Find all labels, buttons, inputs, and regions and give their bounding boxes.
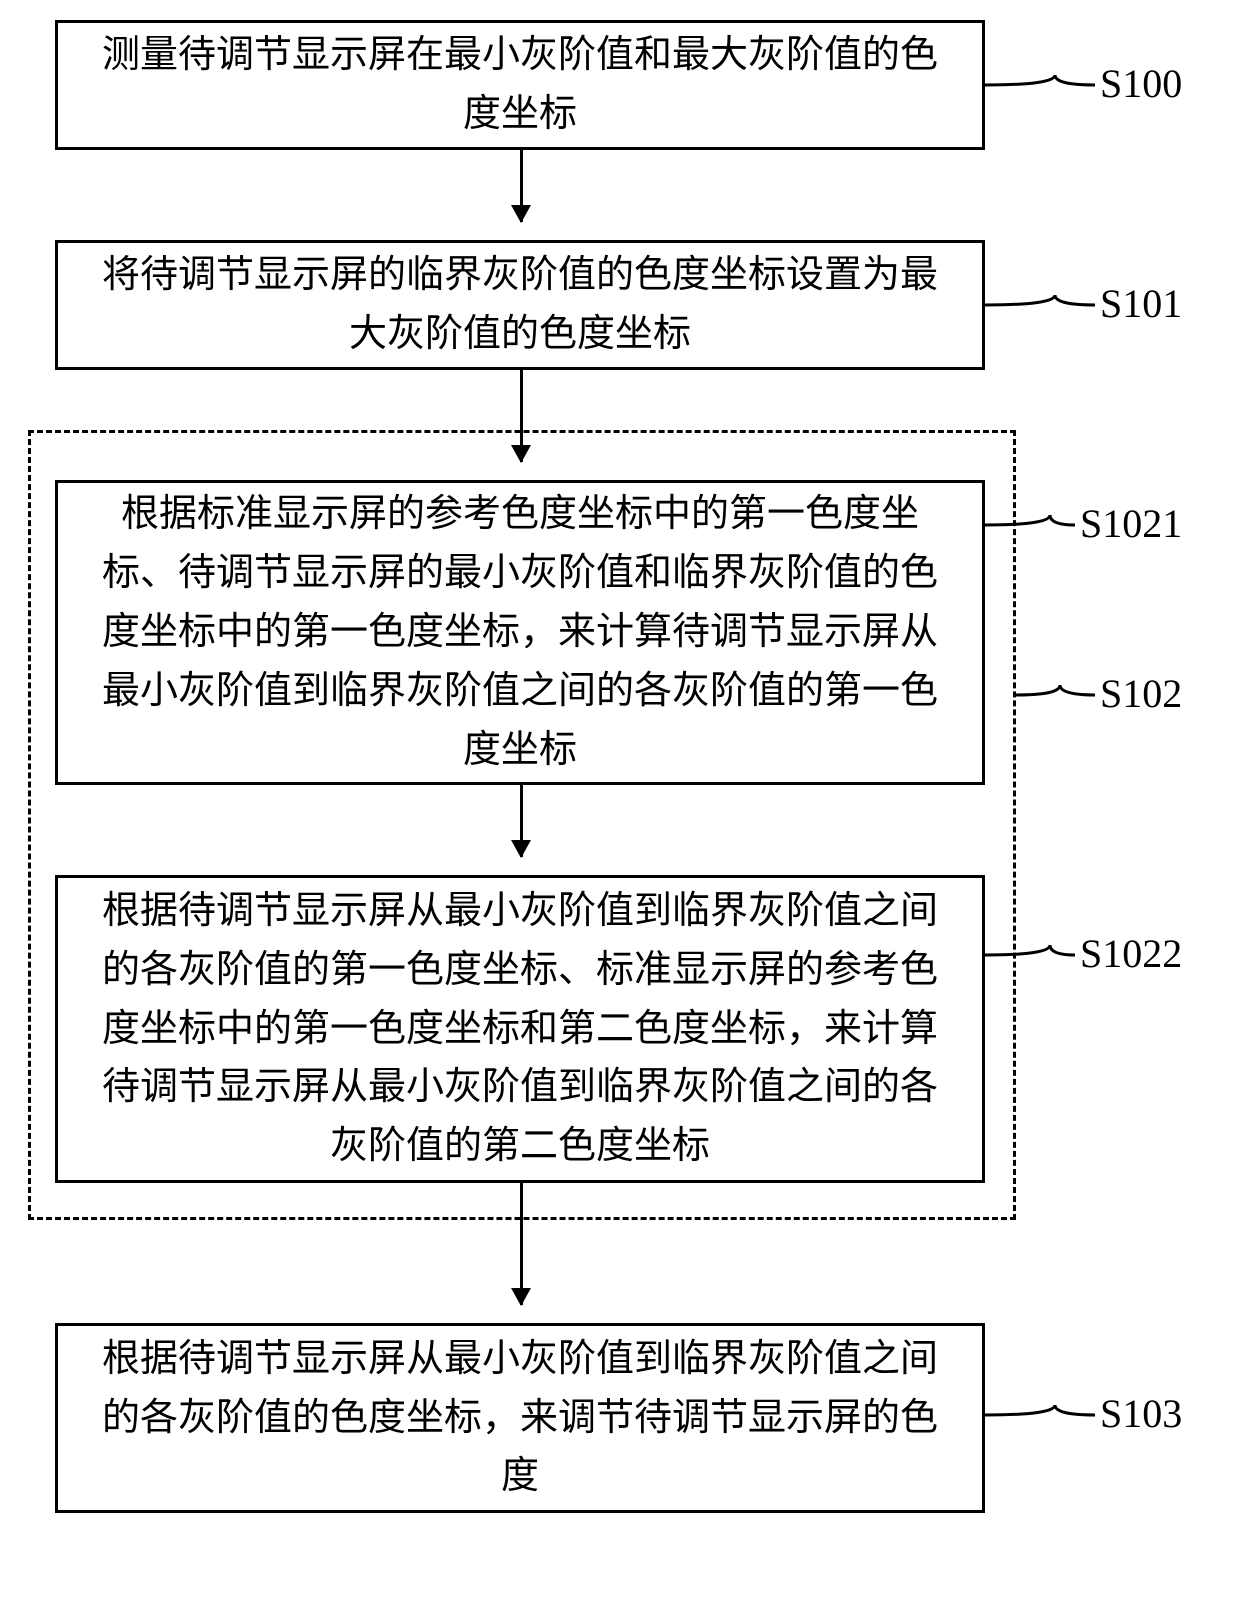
leader-s103 bbox=[0, 0, 1240, 1597]
label-s1021-text: S1021 bbox=[1080, 501, 1182, 546]
label-s102-text: S102 bbox=[1100, 671, 1182, 716]
flowchart-canvas: 测量待调节显示屏在最小灰阶值和最大灰阶值的色度坐标 将待调节显示屏的临界灰阶值的… bbox=[0, 0, 1240, 1597]
label-s1022: S1022 bbox=[1080, 930, 1182, 977]
label-s100-text: S100 bbox=[1100, 61, 1182, 106]
label-s103: S103 bbox=[1100, 1390, 1182, 1437]
label-s103-text: S103 bbox=[1100, 1391, 1182, 1436]
label-s101: S101 bbox=[1100, 280, 1182, 327]
label-s1022-text: S1022 bbox=[1080, 931, 1182, 976]
label-s102: S102 bbox=[1100, 670, 1182, 717]
label-s1021: S1021 bbox=[1080, 500, 1182, 547]
label-s101-text: S101 bbox=[1100, 281, 1182, 326]
label-s100: S100 bbox=[1100, 60, 1182, 107]
